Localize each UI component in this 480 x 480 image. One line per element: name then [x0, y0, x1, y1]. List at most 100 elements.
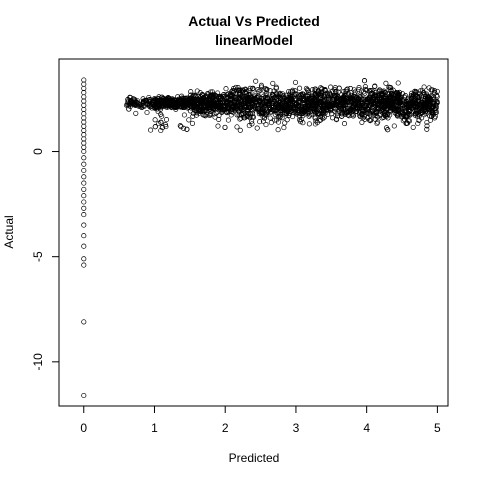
data-point	[81, 94, 87, 100]
data-point	[330, 96, 336, 102]
data-point	[421, 84, 427, 90]
data-point	[81, 102, 87, 108]
data-point	[249, 121, 255, 127]
data-point	[210, 98, 216, 104]
data-point	[355, 95, 361, 101]
data-point	[201, 104, 207, 110]
x-tick-label: 5	[434, 421, 441, 435]
data-point	[328, 91, 334, 98]
data-point	[81, 106, 87, 113]
data-point	[291, 103, 297, 109]
data-point	[181, 104, 187, 110]
data-point	[199, 92, 206, 98]
data-point	[386, 95, 392, 101]
data-point	[312, 115, 318, 121]
data-point	[158, 119, 164, 125]
data-point	[227, 92, 233, 98]
data-point	[81, 233, 87, 239]
data-point	[178, 100, 184, 106]
data-point	[234, 101, 240, 107]
data-point	[144, 109, 150, 116]
data-point	[425, 97, 431, 103]
data-point	[282, 120, 288, 126]
data-point	[359, 111, 365, 117]
data-point	[247, 114, 253, 120]
x-tick-label: 1	[151, 421, 158, 435]
data-point	[404, 99, 410, 105]
data-point	[293, 91, 299, 97]
data-point	[387, 84, 393, 90]
data-point	[261, 115, 267, 121]
data-point	[415, 120, 421, 127]
data-point	[286, 88, 292, 95]
data-point	[315, 88, 321, 94]
data-point	[244, 98, 251, 104]
data-point	[147, 104, 153, 110]
data-point	[286, 110, 292, 117]
data-point	[81, 155, 87, 161]
data-point	[257, 97, 263, 104]
data-point	[217, 99, 223, 105]
data-point	[396, 98, 402, 104]
x-axis-label: Predicted	[229, 451, 280, 465]
data-point	[222, 124, 228, 130]
data-point	[277, 115, 283, 121]
data-point	[189, 120, 196, 126]
data-point	[367, 118, 373, 124]
data-point	[297, 117, 303, 123]
data-point	[270, 80, 276, 86]
data-point	[158, 127, 164, 134]
data-point	[400, 118, 406, 124]
data-point	[404, 120, 410, 126]
data-point	[367, 117, 373, 123]
data-point	[385, 127, 391, 133]
data-point	[299, 91, 305, 97]
data-point	[410, 124, 416, 130]
data-point	[428, 87, 434, 93]
data-point	[258, 84, 265, 90]
data-point	[275, 101, 281, 107]
data-point	[282, 96, 288, 102]
data-point	[156, 94, 162, 100]
data-point	[346, 113, 352, 119]
data-point	[372, 83, 378, 89]
data-point	[434, 99, 440, 105]
data-point	[385, 98, 391, 104]
data-point	[81, 136, 87, 142]
data-point	[275, 93, 281, 99]
data-point	[296, 92, 302, 98]
data-point	[283, 110, 289, 116]
data-point	[81, 180, 87, 186]
data-point	[324, 104, 330, 110]
data-point	[179, 93, 185, 99]
data-point	[348, 95, 354, 101]
data-point	[226, 109, 232, 115]
data-point	[289, 98, 295, 104]
data-point	[81, 144, 87, 150]
data-point	[163, 96, 169, 102]
data-point	[347, 85, 353, 92]
data-point	[81, 262, 87, 268]
y-tick-label: -10	[31, 353, 45, 371]
data-point	[228, 108, 235, 114]
data-point	[424, 103, 430, 109]
data-point	[373, 113, 379, 119]
data-point	[397, 96, 403, 102]
data-point	[304, 105, 310, 111]
data-point	[81, 193, 87, 199]
data-point	[251, 103, 257, 109]
data-point	[340, 106, 347, 112]
y-tick-label: 0	[31, 148, 45, 155]
data-point	[328, 108, 334, 114]
data-point	[179, 96, 185, 102]
x-tick-label: 2	[222, 421, 229, 435]
data-point	[218, 103, 224, 109]
data-point	[81, 119, 87, 125]
data-point	[81, 81, 87, 87]
chart-subtitle: linearModel	[215, 32, 293, 48]
data-point	[318, 114, 324, 120]
data-point	[327, 105, 334, 111]
data-point	[413, 89, 419, 96]
data-point	[400, 110, 406, 116]
